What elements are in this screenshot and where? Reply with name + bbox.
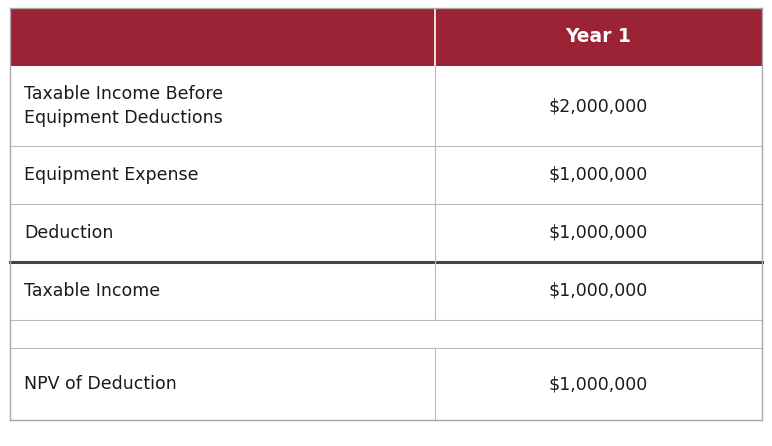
Text: Year 1: Year 1 [566,28,631,46]
Bar [10,146,435,204]
Bar [435,348,762,420]
Bar [10,320,435,348]
Text: Deduction: Deduction [24,224,113,242]
Bar [435,8,762,66]
Bar [10,204,435,262]
Bar [10,66,435,146]
Bar [10,262,435,320]
Bar [10,8,435,66]
Bar [435,262,762,320]
Text: NPV of Deduction: NPV of Deduction [24,375,177,393]
Bar [435,146,762,204]
Bar [435,320,762,348]
Text: $1,000,000: $1,000,000 [549,282,648,300]
Text: $2,000,000: $2,000,000 [549,97,648,115]
Bar [435,66,762,146]
Text: $1,000,000: $1,000,000 [549,166,648,184]
Bar [435,204,762,262]
Text: $1,000,000: $1,000,000 [549,224,648,242]
Text: Equipment Expense: Equipment Expense [24,166,198,184]
Bar [10,348,435,420]
Text: Taxable Income Before
Equipment Deductions: Taxable Income Before Equipment Deductio… [24,85,223,127]
Text: Taxable Income: Taxable Income [24,282,160,300]
Text: $1,000,000: $1,000,000 [549,375,648,393]
